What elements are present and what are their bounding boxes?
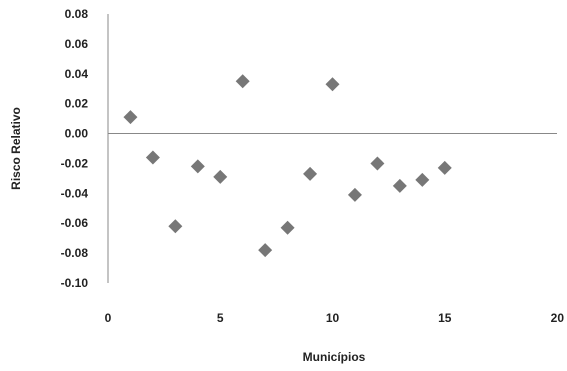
y-tick-label: -0.02 (61, 156, 89, 170)
y-tick-label: 0.02 (65, 97, 89, 111)
y-tick-label: 0.08 (65, 7, 89, 21)
y-tick-label: 0.04 (65, 67, 89, 81)
y-tick-labels: 0.08 0.06 0.04 0.02 0.00 -0.02 -0.04 -0.06 -0.08… (61, 7, 89, 290)
data-point (280, 220, 295, 235)
x-tick-label: 5 (217, 311, 224, 325)
data-point (258, 243, 273, 258)
data-point (168, 219, 183, 234)
y-tick-label: -0.04 (61, 186, 89, 200)
y-tick-label: 0.00 (65, 127, 89, 141)
x-tick-label: 10 (326, 311, 340, 325)
data-point (325, 77, 340, 92)
x-tick-label: 20 (551, 311, 565, 325)
data-point (370, 156, 385, 171)
data-point (392, 178, 407, 193)
x-tick-label: 15 (438, 311, 452, 325)
y-tick-label: -0.06 (61, 216, 89, 230)
y-tick-label: -0.10 (61, 276, 89, 290)
data-point (123, 110, 138, 125)
x-axis-title: Municípios (303, 350, 366, 364)
data-point (303, 166, 318, 181)
data-point (190, 159, 205, 174)
y-tick-label: 0.06 (65, 37, 89, 51)
data-point (415, 172, 430, 187)
data-point (437, 160, 452, 175)
data-point (145, 150, 160, 165)
y-tick-label: -0.08 (61, 246, 89, 260)
data-points (123, 74, 452, 258)
data-point (347, 187, 362, 202)
x-tick-label: 0 (105, 311, 112, 325)
data-point (235, 74, 250, 89)
data-point (213, 169, 228, 184)
y-axis-title: Risco Relativo (9, 107, 23, 190)
x-tick-labels: 0 5 10 15 20 (105, 311, 565, 325)
